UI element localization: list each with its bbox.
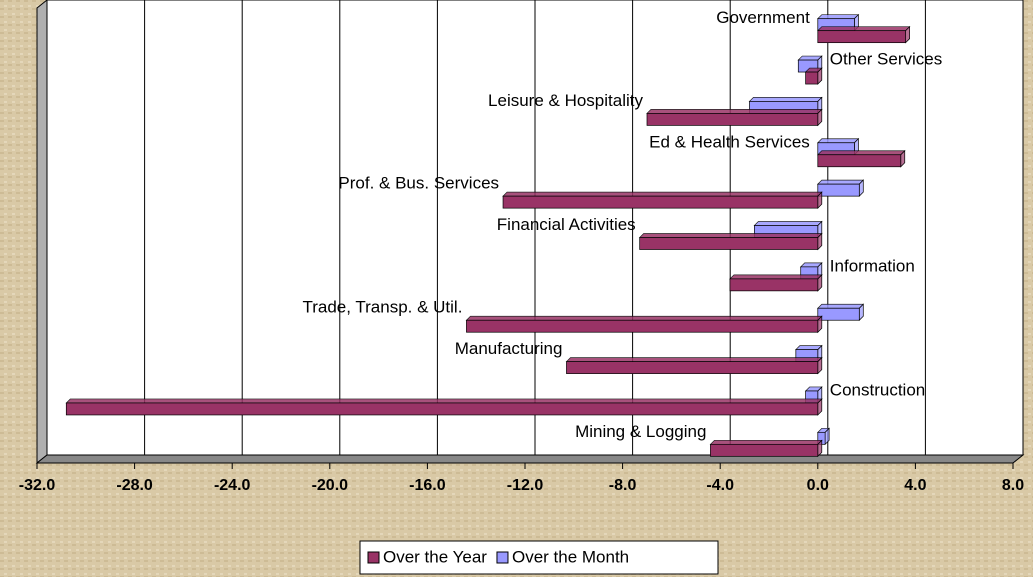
bar bbox=[817, 183, 860, 197]
category-label: Information bbox=[830, 256, 915, 275]
category-label: Trade, Transp. & Util. bbox=[302, 298, 462, 317]
bar bbox=[729, 278, 819, 292]
bar-top bbox=[753, 221, 823, 226]
x-tick-label: -32.0 bbox=[19, 477, 56, 494]
bar bbox=[566, 361, 819, 374]
bar bbox=[502, 195, 819, 209]
bar-top bbox=[816, 14, 860, 20]
x-tick-label: -16.0 bbox=[409, 477, 446, 494]
category-label: Financial Activities bbox=[497, 215, 636, 234]
bar bbox=[805, 71, 819, 85]
x-tick-label: -4.0 bbox=[706, 477, 734, 494]
bar bbox=[65, 402, 819, 416]
bar-top bbox=[646, 109, 823, 114]
bar-top bbox=[638, 233, 823, 238]
bar-top bbox=[502, 191, 823, 197]
bar-top bbox=[816, 303, 865, 309]
bar-top bbox=[709, 439, 823, 445]
category-label: Construction bbox=[830, 380, 925, 399]
x-tick-label: -28.0 bbox=[116, 477, 153, 494]
x-tick-label: -24.0 bbox=[214, 477, 251, 494]
category-label: Manufacturing bbox=[455, 339, 563, 358]
bar bbox=[817, 154, 902, 168]
category-label: Other Services bbox=[830, 50, 942, 69]
category-label: Ed & Health Services bbox=[649, 132, 810, 151]
bar bbox=[817, 30, 906, 44]
category-label: Leisure & Hospitality bbox=[488, 91, 643, 110]
bar-top bbox=[816, 26, 911, 32]
bar-top bbox=[816, 150, 906, 156]
x-tick-label: -8.0 bbox=[609, 477, 637, 494]
x-tick-label: 0.0 bbox=[807, 477, 829, 494]
bar-top bbox=[816, 138, 860, 144]
x-tick-label: 8.0 bbox=[1002, 477, 1024, 494]
side-wall bbox=[36, 0, 48, 465]
bar-top bbox=[816, 179, 865, 185]
category-label: Government bbox=[716, 8, 810, 27]
category-label: Prof. & Bus. Services bbox=[338, 174, 499, 193]
legend-swatch bbox=[367, 551, 380, 564]
bar bbox=[646, 113, 819, 126]
bar-top bbox=[565, 357, 823, 362]
legend-swatch bbox=[496, 551, 509, 564]
x-tick-label: -20.0 bbox=[312, 477, 349, 494]
x-tick-label: 4.0 bbox=[904, 477, 926, 494]
legend-box bbox=[359, 540, 719, 575]
category-label: Mining & Logging bbox=[575, 422, 706, 441]
bar-top bbox=[465, 315, 823, 321]
bar bbox=[710, 443, 819, 457]
bar bbox=[817, 307, 860, 321]
floor bbox=[35, 454, 1025, 464]
bar-top bbox=[65, 398, 823, 404]
legend-label: Over the Year bbox=[383, 547, 487, 566]
legend-label: Over the Month bbox=[512, 547, 629, 566]
x-tick-label: -12.0 bbox=[507, 477, 544, 494]
bar-top bbox=[729, 274, 823, 280]
bar bbox=[639, 237, 819, 250]
bar-top bbox=[748, 97, 823, 102]
bar bbox=[466, 319, 819, 333]
